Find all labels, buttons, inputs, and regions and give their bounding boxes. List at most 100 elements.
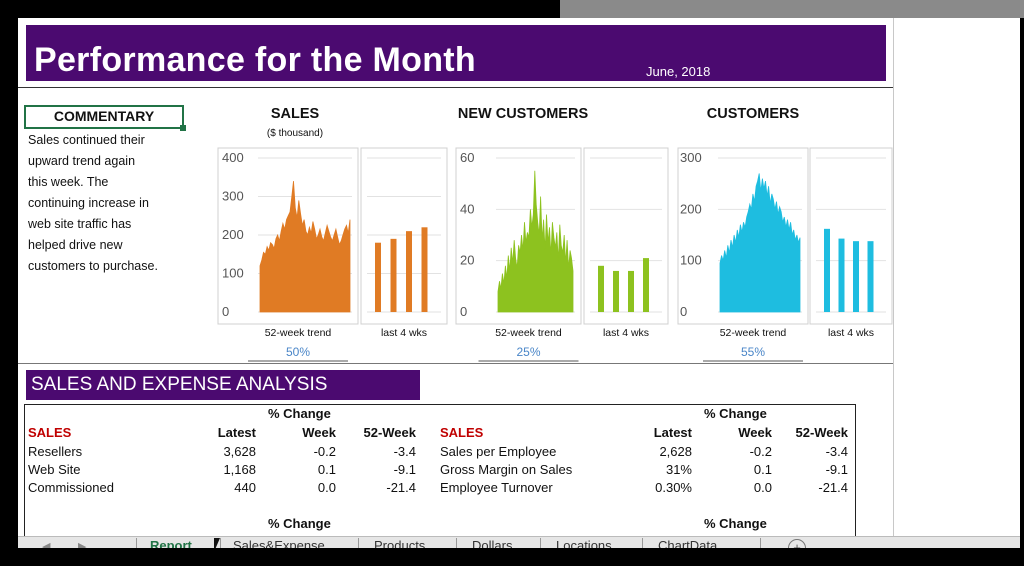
recent-week-bar	[867, 241, 874, 312]
tab-separator	[760, 538, 761, 548]
recent-week-bar	[853, 241, 859, 312]
trend-caption: 52-week trend	[720, 327, 787, 339]
recent-week-bar	[613, 270, 619, 312]
tab-products[interactable]: Products	[374, 538, 426, 548]
chart-title-customers: CUSTOMERS	[706, 106, 800, 122]
pct-change-header: % Change	[268, 516, 331, 531]
tab-sales-expense[interactable]: Sales&Expense	[233, 538, 325, 548]
recent-week-bar	[643, 258, 649, 312]
recent-week-bar	[421, 227, 428, 312]
commentary-line: helped drive new	[28, 238, 123, 252]
commentary-line: customers to purchase.	[28, 259, 158, 273]
divider-mid	[18, 363, 893, 364]
commentary-line: Sales continued their	[28, 133, 145, 147]
col-header-52-week: 52-Week	[795, 425, 848, 440]
tab-separator	[642, 538, 643, 548]
divider-top	[18, 87, 893, 88]
table-row-label: Sales per Employee	[440, 444, 557, 459]
y-tick-label: 40	[460, 201, 474, 216]
col-header-sales: SALES	[28, 425, 72, 440]
trend-area-series	[497, 170, 574, 313]
y-tick-label: 400	[222, 150, 244, 165]
screen-border	[0, 548, 1024, 566]
recent-chart-frame	[809, 147, 893, 325]
section-title-sales-expense: SALES AND EXPENSE ANALYSIS	[26, 370, 420, 400]
y-tick-label: 200	[222, 227, 244, 242]
commentary-line: web site traffic has	[28, 217, 132, 231]
recent-week-bar	[390, 238, 397, 312]
tab-separator	[220, 538, 221, 548]
y-tick-label: 100	[680, 253, 702, 268]
col-header-week: Week	[738, 425, 772, 440]
pct-change-header: % Change	[704, 516, 767, 531]
report-date: June, 2018	[646, 64, 711, 79]
worksheet: Performance for the Month June, 2018 COM…	[18, 18, 1020, 548]
tab-locations[interactable]: Locations	[556, 538, 612, 548]
tab-separator	[540, 538, 541, 548]
table-row-label: Web Site	[28, 462, 81, 477]
table-row-label: Resellers	[28, 444, 83, 459]
col-header-52-week: 52-Week	[363, 425, 416, 440]
recent-week-bar	[824, 228, 830, 312]
page-title: Performance for the Month	[34, 41, 476, 79]
y-tick-label: 0	[222, 304, 229, 319]
percent-label: 50%	[286, 345, 310, 359]
recent-week-bar	[838, 238, 845, 312]
table-row-label: Employee Turnover	[440, 480, 553, 495]
pct-change-header: % Change	[268, 406, 331, 421]
gridline-divider	[893, 18, 894, 538]
table-cell: 3,628	[223, 444, 256, 459]
y-tick-label: 0	[680, 304, 687, 319]
table-cell: 1,168	[223, 462, 256, 477]
mouse-pointer-icon	[214, 538, 220, 548]
recent-week-bar	[598, 265, 604, 312]
table-cell: 0.1	[317, 462, 336, 477]
y-tick-label: 300	[680, 150, 702, 165]
col-header-latest: Latest	[217, 425, 256, 440]
chart-title-new-customers: NEW CUSTOMERS	[457, 106, 589, 122]
table-cell: 440	[234, 480, 256, 495]
commentary-line: this week. The	[28, 175, 109, 189]
table-cell: 0.0	[753, 480, 772, 495]
tab-chartdata[interactable]: ChartData	[658, 538, 718, 548]
table-cell: -0.2	[749, 444, 772, 459]
recent-week-bar	[628, 270, 634, 312]
trend-caption: 52-week trend	[265, 327, 332, 339]
col-header-latest: Latest	[653, 425, 692, 440]
percent-label: 55%	[741, 345, 765, 359]
commentary-line: continuing increase in	[28, 196, 149, 210]
table-row-label: Gross Margin on Sales	[440, 462, 573, 477]
table-cell: 0.0	[317, 480, 336, 495]
tab-separator	[136, 538, 137, 548]
chart-subtitle-sales: ($ thousand)	[266, 128, 324, 139]
trend-caption: 52-week trend	[495, 327, 562, 339]
tab-scroll-right-icon[interactable]: ▶	[78, 541, 87, 548]
tab-report[interactable]: Report	[150, 538, 192, 548]
commentary-text: Sales continued their upward trend again…	[28, 130, 188, 277]
commentary-heading-cell[interactable]: COMMENTARY	[24, 105, 186, 131]
table-cell: -0.2	[313, 444, 336, 459]
recent-caption: last 4 wks	[828, 327, 874, 339]
percent-label: 25%	[516, 345, 540, 359]
table-cell: -3.4	[825, 444, 848, 459]
recent-chart-frame	[583, 147, 669, 325]
table-cell: 0.1	[753, 462, 772, 477]
tab-scroll-left-icon[interactable]: ◀	[42, 541, 51, 548]
col-header-sales: SALES	[440, 425, 484, 440]
tab-dollars[interactable]: Dollars	[472, 538, 513, 548]
tab-separator	[456, 538, 457, 548]
table-cell: 2,628	[659, 444, 692, 459]
y-tick-label: 100	[222, 266, 244, 281]
chart-title-sales: SALES	[270, 106, 320, 122]
table-row-label: Commissioned	[28, 480, 114, 495]
window-frame-edge	[560, 0, 1024, 18]
sheet-tab-bar	[18, 536, 1020, 548]
tab-separator	[358, 538, 359, 548]
y-tick-label: 60	[460, 150, 474, 165]
recent-caption: last 4 wks	[381, 327, 427, 339]
table-cell: -21.4	[818, 480, 848, 495]
y-tick-label: 200	[680, 201, 702, 216]
trend-area-series	[719, 173, 801, 313]
y-tick-label: 0	[460, 304, 467, 319]
table-cell: -21.4	[386, 480, 416, 495]
